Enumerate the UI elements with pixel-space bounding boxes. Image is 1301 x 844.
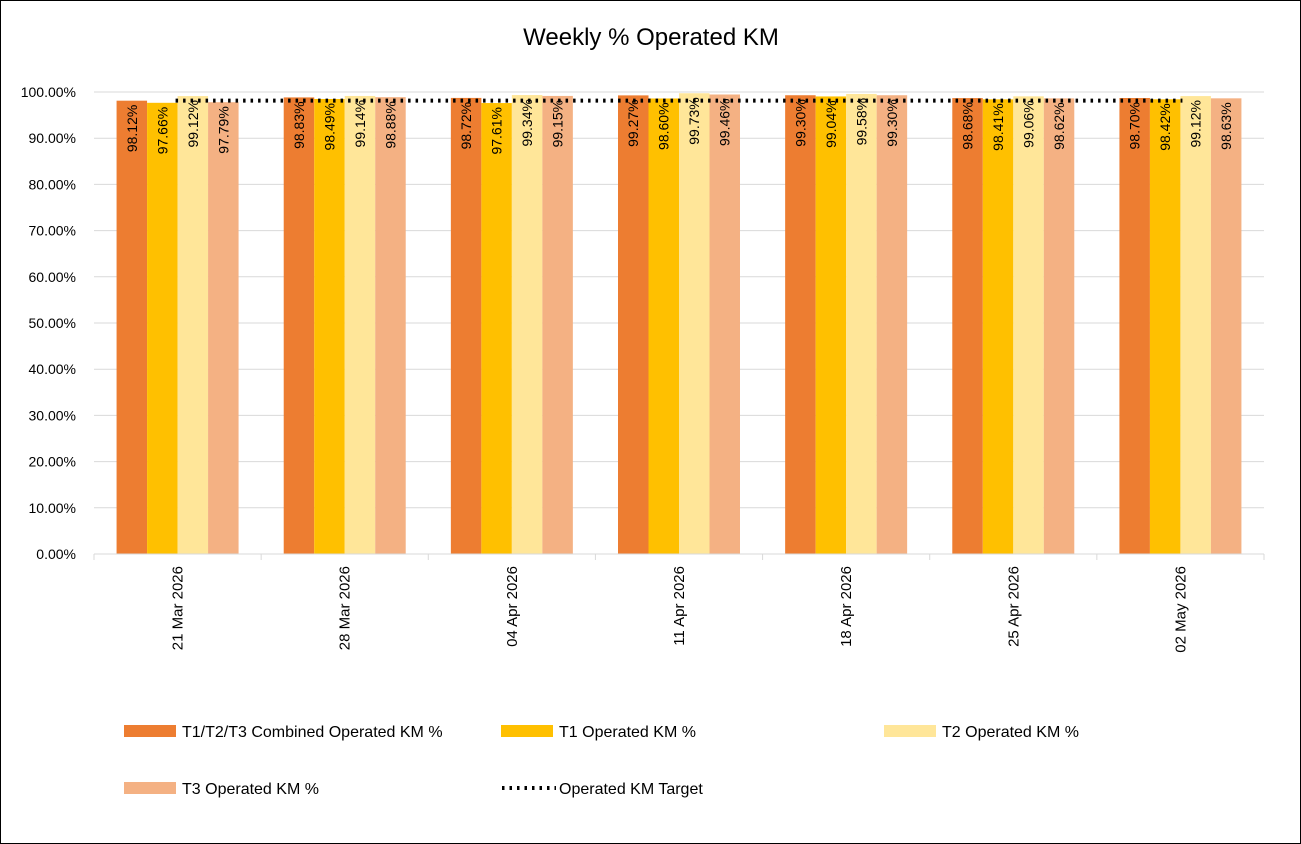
x-tick-label: 21 Mar 2026	[170, 566, 187, 650]
bar	[450, 97, 482, 554]
x-tick-label: 18 Apr 2026	[838, 566, 855, 647]
legend-swatch	[884, 725, 936, 737]
data-label: 99.58%	[853, 98, 869, 145]
bar	[542, 95, 573, 554]
data-label: 99.04%	[823, 100, 839, 147]
bar	[846, 93, 877, 554]
legend-item: T3 Operated KM %	[124, 781, 319, 798]
data-label: 98.49%	[321, 103, 337, 150]
bar	[177, 96, 209, 554]
data-label: 99.14%	[352, 100, 368, 147]
y-tick-label: 80.00%	[29, 176, 76, 192]
bar	[1043, 98, 1075, 554]
legend-label: T3 Operated KM %	[182, 781, 319, 798]
bar	[1149, 99, 1181, 555]
legend: T1/T2/T3 Combined Operated KM % T1 Operat…	[124, 724, 1079, 798]
bar	[511, 95, 543, 555]
legend-swatch	[124, 782, 176, 794]
data-label: 99.46%	[717, 98, 733, 145]
bar	[208, 102, 239, 554]
data-label: 98.83%	[291, 101, 307, 148]
data-label: 99.12%	[1188, 100, 1204, 147]
data-label: 99.27%	[625, 99, 641, 146]
x-tick-label: 25 Apr 2026	[1005, 566, 1022, 647]
bars-layer: 98.12% 98.83% 98.72% 99.27% 99.30% 98.68% 98.7…	[116, 93, 1242, 555]
y-tick-label: 20.00%	[29, 454, 76, 470]
x-tick-label: 04 Apr 2026	[504, 566, 521, 647]
data-label: 98.72%	[458, 102, 474, 149]
bar	[815, 96, 847, 554]
bar	[1119, 98, 1150, 555]
y-tick-label: 100.00%	[21, 84, 76, 100]
x-tick-label: 11 Apr 2026	[671, 566, 688, 646]
legend-swatch	[501, 725, 553, 737]
bar	[982, 99, 1014, 555]
bar	[785, 95, 816, 554]
data-label: 98.12%	[124, 105, 140, 152]
data-label: 98.63%	[1218, 102, 1234, 149]
data-label: 98.62%	[1051, 102, 1067, 149]
data-label: 98.41%	[990, 103, 1006, 150]
data-label: 99.73%	[686, 97, 702, 144]
y-tick-label: 70.00%	[29, 223, 76, 239]
x-tick-label: 28 Mar 2026	[337, 566, 354, 650]
legend-item: T1/T2/T3 Combined Operated KM %	[124, 724, 443, 741]
legend-item: T1 Operated KM %	[501, 724, 696, 741]
y-tick-label: 40.00%	[29, 361, 76, 377]
y-tick-label: 0.00%	[36, 546, 76, 562]
data-label: 99.12%	[185, 100, 201, 147]
bar	[648, 98, 679, 554]
legend-label: T2 Operated KM %	[942, 724, 1079, 741]
data-label: 98.88%	[382, 101, 398, 148]
data-label: 99.15%	[550, 100, 566, 147]
data-label: 99.06%	[1021, 100, 1037, 147]
y-tick-label: 60.00%	[29, 269, 76, 285]
bar	[147, 102, 178, 555]
bar	[618, 95, 649, 555]
bar	[1210, 98, 1242, 554]
data-label: 98.70%	[1127, 102, 1143, 149]
y-tick-label: 10.00%	[29, 500, 76, 516]
y-tick-label: 50.00%	[29, 315, 76, 331]
legend-item: Operated KM Target	[502, 781, 703, 798]
data-label: 97.79%	[215, 106, 231, 153]
bar	[375, 97, 406, 554]
bar	[709, 94, 740, 554]
legend-label: T1 Operated KM %	[559, 724, 696, 741]
bar	[679, 93, 710, 554]
data-label: 97.61%	[489, 107, 505, 154]
bar	[876, 95, 908, 554]
data-label: 98.68%	[960, 102, 976, 149]
bar	[952, 98, 983, 555]
bar	[314, 98, 345, 554]
bar	[283, 97, 315, 555]
legend-label: Operated KM Target	[559, 781, 703, 798]
chart-title: Weekly % Operated KM	[523, 24, 779, 51]
bar	[1013, 96, 1044, 554]
y-tick-label: 90.00%	[29, 130, 76, 146]
y-tick-label: 30.00%	[29, 407, 76, 423]
bar	[1180, 96, 1211, 554]
bar	[116, 100, 148, 554]
legend-swatch	[124, 725, 176, 737]
legend-item: T2 Operated KM %	[884, 724, 1079, 741]
axis-layer: 0.00% 10.00% 20.00% 30.00% 40.00% 50.00% 60.00…	[21, 84, 1265, 653]
x-tick-label: 02 May 2026	[1172, 566, 1189, 653]
data-label: 99.30%	[884, 99, 900, 146]
data-label: 98.60%	[656, 102, 672, 149]
bar	[481, 103, 512, 554]
data-label: 99.30%	[792, 99, 808, 146]
legend-label: T1/T2/T3 Combined Operated KM %	[182, 724, 443, 741]
bar	[344, 95, 376, 554]
data-label: 97.66%	[154, 107, 170, 154]
data-label: 98.42%	[1157, 103, 1173, 150]
data-label: 99.34%	[519, 99, 535, 146]
